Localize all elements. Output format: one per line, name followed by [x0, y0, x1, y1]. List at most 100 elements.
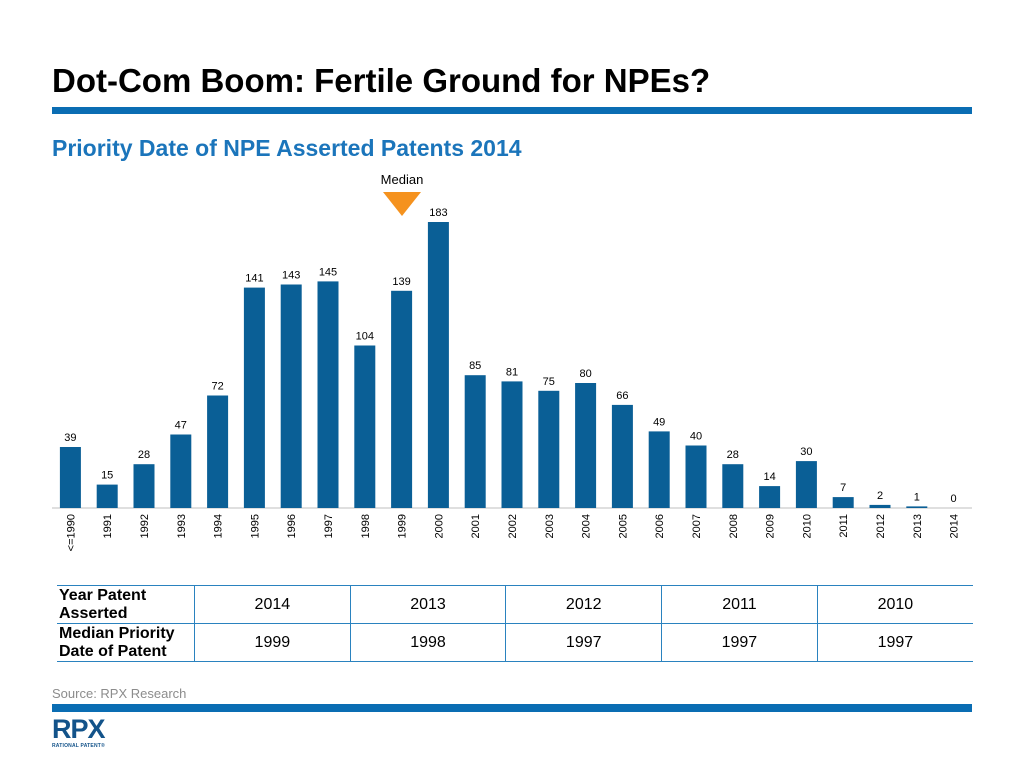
row-header-line: Median Priority	[59, 624, 175, 642]
value-label-2001: 85	[469, 360, 481, 372]
tick-label-2003: 2003	[544, 514, 556, 538]
bar-2000	[427, 222, 449, 508]
bar-2005	[611, 404, 633, 508]
bar-1997	[317, 281, 339, 508]
bar-2004	[575, 383, 597, 508]
table-cell: 2012	[505, 585, 662, 624]
rpx-logo: RPX RATIONAL PATENT®	[52, 714, 106, 750]
tick-label-2012: 2012	[875, 514, 887, 538]
tick-label-2004: 2004	[581, 514, 593, 538]
tick-label-2009: 2009	[765, 514, 777, 538]
tick-label-1991: 1991	[102, 514, 114, 538]
tick-label-1996: 1996	[286, 514, 298, 538]
tick-label-1993: 1993	[176, 514, 188, 538]
median-priority-table: Year Patent Asserted 2014 2013 2012 2011…	[57, 585, 973, 662]
bar-1995	[243, 287, 265, 508]
median-label: Median	[380, 172, 424, 187]
value-label-<=1990: 39	[64, 432, 76, 444]
row-header-year-asserted: Year Patent Asserted	[57, 585, 195, 624]
value-label-2006: 49	[653, 416, 665, 428]
bar-2009	[759, 486, 781, 508]
value-label-1993: 47	[175, 420, 187, 432]
value-label-1994: 72	[211, 381, 223, 393]
value-label-1996: 143	[282, 270, 300, 282]
table-cell: 1997	[661, 623, 818, 662]
median-arrow-icon	[383, 192, 421, 216]
bar-1991	[96, 484, 118, 508]
bar-1996	[280, 284, 302, 508]
tick-label-1995: 1995	[249, 514, 261, 538]
tick-label-1999: 1999	[397, 514, 409, 538]
tick-label-1998: 1998	[360, 514, 372, 538]
tick-label-1994: 1994	[213, 514, 225, 538]
value-label-2010: 30	[800, 446, 812, 458]
value-label-2002: 81	[506, 366, 518, 378]
value-label-2009: 14	[763, 471, 775, 483]
value-label-1997: 145	[319, 266, 337, 278]
footer-divider	[52, 704, 972, 712]
value-label-2003: 75	[543, 376, 555, 388]
bar-1998	[354, 345, 376, 508]
bar-1992	[133, 464, 155, 508]
bar-1993	[170, 434, 192, 508]
title-divider	[52, 107, 972, 114]
tick-label-2005: 2005	[617, 514, 629, 538]
value-label-1991: 15	[101, 470, 113, 482]
tick-label-2011: 2011	[838, 514, 850, 538]
bar-2010	[795, 461, 817, 508]
bar-1999	[391, 290, 413, 508]
tick-label-2006: 2006	[654, 514, 666, 538]
row-header-line: Asserted	[59, 604, 128, 622]
tick-label-2002: 2002	[507, 514, 519, 538]
bar-1994	[207, 395, 229, 508]
bar-2001	[464, 375, 486, 508]
value-label-2011: 7	[840, 482, 846, 494]
value-label-2000: 183	[429, 207, 447, 219]
value-label-2014: 0	[951, 493, 957, 505]
source-note: Source: RPX Research	[52, 686, 187, 701]
bar-2011	[832, 497, 854, 508]
logo-wordmark: RPX	[52, 714, 106, 744]
bar-2006	[648, 431, 670, 508]
table-row: Median Priority Date of Patent 1999 1998…	[57, 623, 973, 662]
tick-label-2010: 2010	[801, 514, 813, 538]
table-cell: 2014	[194, 585, 351, 624]
page-title: Dot-Com Boom: Fertile Ground for NPEs?	[52, 62, 711, 99]
table-cell: 1997	[505, 623, 662, 662]
tick-label-2014: 2014	[949, 514, 961, 538]
bar-2002	[501, 381, 523, 508]
table-cell: 2011	[661, 585, 818, 624]
bar-2012	[869, 504, 891, 508]
value-label-1999: 139	[392, 276, 410, 288]
table-cell: 2010	[816, 585, 973, 624]
row-header-line: Year Patent	[59, 586, 147, 604]
row-header-median-priority: Median Priority Date of Patent	[57, 623, 195, 662]
tick-label-2013: 2013	[912, 514, 924, 538]
bar-2003	[538, 390, 560, 508]
tick-label-2001: 2001	[470, 514, 482, 538]
table-cell: 1999	[194, 623, 351, 662]
value-label-1995: 141	[245, 273, 263, 285]
value-label-2004: 80	[579, 368, 591, 380]
bar-2007	[685, 445, 707, 508]
value-label-2007: 40	[690, 431, 702, 443]
tick-label-2008: 2008	[728, 514, 740, 538]
tick-label-1992: 1992	[139, 514, 151, 538]
logo-tagline: RATIONAL PATENT®	[52, 743, 105, 749]
bar-2013	[906, 506, 928, 508]
bar-2008	[722, 464, 744, 508]
table-cell: 2013	[349, 585, 506, 624]
value-label-2005: 66	[616, 390, 628, 402]
bar-<=1990	[59, 447, 81, 508]
value-label-1998: 104	[356, 331, 374, 343]
tick-label-<=1990: <=1990	[65, 514, 77, 551]
tick-label-2007: 2007	[691, 514, 703, 538]
table-cell: 1998	[349, 623, 506, 662]
row-header-line: Date of Patent	[59, 642, 167, 660]
value-label-1992: 28	[138, 449, 150, 461]
chart-title: Priority Date of NPE Asserted Patents 20…	[52, 135, 522, 161]
table-cell: 1997	[816, 623, 973, 662]
value-label-2013: 1	[914, 491, 920, 503]
tick-label-1997: 1997	[323, 514, 335, 538]
